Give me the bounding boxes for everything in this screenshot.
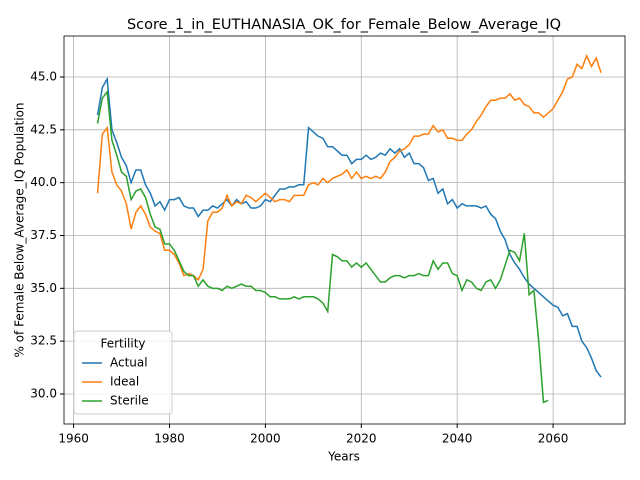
x-tick-label: 2040: [442, 432, 473, 446]
legend-title: Fertility: [100, 337, 145, 351]
x-tick-label: 1980: [154, 432, 185, 446]
y-tick-label: 35.0: [30, 281, 57, 295]
legend-label: Actual: [110, 356, 148, 370]
x-tick-label: 1960: [58, 432, 89, 446]
y-tick-label: 37.5: [30, 228, 57, 242]
x-tick-label: 2000: [250, 432, 281, 446]
line-series: [96, 89, 549, 404]
y-tick-label: 40.0: [30, 175, 57, 189]
x-axis-label: Years: [327, 450, 360, 464]
plot-frame: [63, 35, 626, 425]
chart-title: Score_1_in_EUTHANASIA_OK_for_Female_Belo…: [127, 17, 561, 33]
y-tick-label: 30.0: [30, 386, 57, 400]
x-tick-label: 2060: [538, 432, 569, 446]
line-series: [96, 53, 602, 282]
legend-box: [73, 330, 173, 415]
y-tick-label: 45.0: [30, 69, 57, 83]
x-tick-label: 2020: [346, 432, 377, 446]
legend-label: Sterile: [110, 394, 149, 408]
y-tick-label: 42.5: [30, 122, 57, 136]
y-tick-label: 32.5: [30, 334, 57, 348]
legend-label: Ideal: [110, 375, 139, 389]
line-series: [96, 76, 602, 378]
y-axis-label: % of Female Below_Average_IQ Population: [13, 102, 27, 357]
